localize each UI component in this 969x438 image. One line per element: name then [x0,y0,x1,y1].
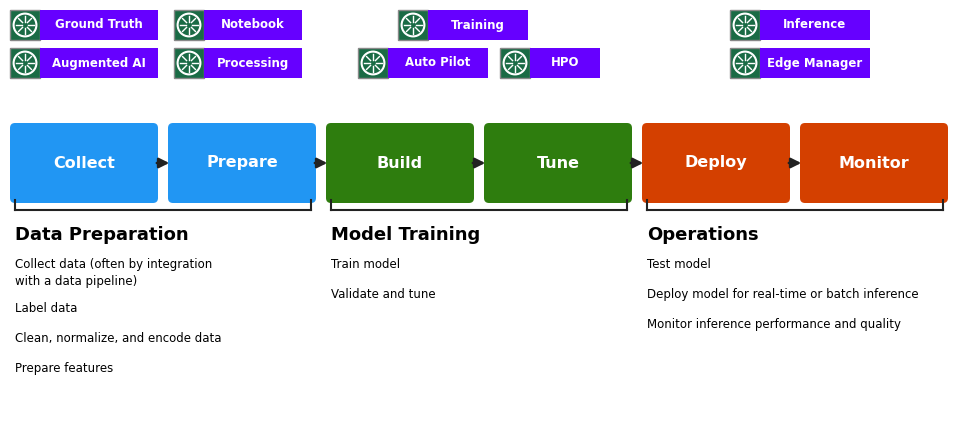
Text: Data Preparation: Data Preparation [15,226,188,244]
FancyBboxPatch shape [40,48,158,78]
FancyBboxPatch shape [760,48,869,78]
FancyBboxPatch shape [799,123,947,203]
FancyBboxPatch shape [730,10,760,40]
Text: Inference: Inference [783,18,846,32]
FancyBboxPatch shape [10,123,158,203]
Text: Model Training: Model Training [330,226,480,244]
Text: Collect: Collect [53,155,114,170]
Text: Edge Manager: Edge Manager [766,57,861,70]
Text: Train model: Train model [330,258,399,271]
FancyBboxPatch shape [358,48,388,78]
FancyBboxPatch shape [203,48,301,78]
FancyBboxPatch shape [730,48,760,78]
FancyBboxPatch shape [641,123,789,203]
Text: Training: Training [451,18,505,32]
Text: Notebook: Notebook [221,18,285,32]
FancyBboxPatch shape [173,48,203,78]
Text: Augmented AI: Augmented AI [52,57,145,70]
FancyBboxPatch shape [10,48,40,78]
FancyBboxPatch shape [484,123,632,203]
FancyBboxPatch shape [397,10,427,40]
Text: Deploy: Deploy [684,155,746,170]
Text: Prepare features: Prepare features [15,362,113,375]
FancyBboxPatch shape [168,123,316,203]
Text: Test model: Test model [646,258,710,271]
Text: Monitor inference performance and quality: Monitor inference performance and qualit… [646,318,900,331]
Text: Operations: Operations [646,226,758,244]
Text: Auto Pilot: Auto Pilot [405,57,470,70]
Text: Clean, normalize, and encode data: Clean, normalize, and encode data [15,332,221,345]
Text: Tune: Tune [536,155,578,170]
FancyBboxPatch shape [173,10,203,40]
FancyBboxPatch shape [427,10,527,40]
FancyBboxPatch shape [10,10,40,40]
Text: HPO: HPO [550,57,578,70]
FancyBboxPatch shape [40,10,158,40]
Text: Deploy model for real-time or batch inference: Deploy model for real-time or batch infe… [646,288,918,301]
Text: Ground Truth: Ground Truth [55,18,142,32]
FancyBboxPatch shape [499,48,529,78]
Text: Validate and tune: Validate and tune [330,288,435,301]
FancyBboxPatch shape [760,10,869,40]
FancyBboxPatch shape [529,48,600,78]
FancyBboxPatch shape [326,123,474,203]
Text: Processing: Processing [217,57,289,70]
FancyBboxPatch shape [388,48,487,78]
Text: Collect data (often by integration
with a data pipeline): Collect data (often by integration with … [15,258,212,288]
Text: Build: Build [377,155,422,170]
Text: Monitor: Monitor [838,155,908,170]
Text: Prepare: Prepare [205,155,277,170]
FancyBboxPatch shape [203,10,301,40]
Text: Label data: Label data [15,302,78,315]
